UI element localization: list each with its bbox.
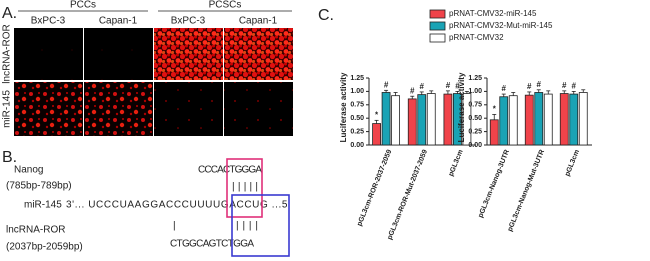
x-tick-label: pGL3cm [448, 149, 465, 178]
pink-box [226, 158, 263, 218]
base-pairs: | | | | | [232, 182, 258, 193]
column-label: Capan-1 [99, 16, 138, 27]
bar [391, 95, 400, 146]
y-axis-label: Luciferase activity [457, 72, 466, 142]
panel-label: C. [318, 7, 334, 24]
significance-mark: # [384, 80, 389, 89]
y-tick-label: 1.25 [468, 75, 482, 82]
sequence: CTGGCAGTCTGGA [170, 239, 254, 250]
blue-box [231, 194, 290, 257]
y-tick-label: 1.00 [350, 88, 364, 95]
bar [381, 92, 391, 146]
y-tick-label: 1.25 [350, 75, 364, 82]
bar [499, 96, 509, 146]
micrograph [84, 28, 153, 80]
panel-b: B. Nanog (785bp-789bp) CCCACTGGGA | | | … [2, 149, 290, 257]
legend-label: pRNAT-CMV32-Mut-miR-145 [449, 21, 553, 30]
bar [578, 92, 588, 146]
legend-label: pRNAT-CMV32 [449, 33, 504, 42]
group-label: PCSCs [209, 0, 242, 11]
micrograph [224, 28, 293, 80]
significance-mark: # [420, 82, 425, 91]
gene-range: (2037bp-2059bp) [6, 242, 83, 253]
panel-label: A. [2, 5, 17, 22]
bar [426, 93, 436, 146]
bar [534, 92, 544, 146]
gene-name: lncRNA-ROR [6, 225, 65, 236]
legend-swatch [429, 9, 446, 19]
panel-label: B. [2, 149, 17, 166]
bar [417, 94, 427, 146]
significance-mark: # [502, 84, 507, 93]
group-label: PCCs [70, 0, 96, 11]
significance-mark: # [527, 82, 532, 91]
panel-a: A. PCCs PCSCs BxPC-3 Capan-1 BxPC-3 Capa… [2, 0, 293, 136]
row-label: lncRNA-ROR [2, 24, 13, 83]
bar [443, 93, 453, 146]
bar [569, 93, 579, 146]
significance-mark: # [537, 80, 542, 89]
micrograph [14, 28, 83, 80]
micrograph [14, 82, 83, 136]
x-tick-label: pGL3cm-Nanog-3UTR [477, 149, 511, 219]
micrograph [154, 28, 223, 80]
base-pairs: | | | | [236, 221, 258, 232]
column-label: BxPC-3 [31, 16, 66, 27]
significance-mark: # [562, 81, 567, 90]
micrograph [84, 82, 153, 136]
significance-mark: * [493, 105, 497, 114]
bar [559, 93, 569, 146]
bar [543, 93, 553, 146]
y-tick-label: 1.00 [468, 88, 482, 95]
significance-mark: # [446, 81, 451, 90]
sequence: 3'... UCCCUAAGGACCCUUUUGACCUG ...5' [66, 200, 290, 211]
bar [508, 95, 518, 146]
column-label: BxPC-3 [171, 16, 206, 27]
y-tick-label: 0.25 [350, 128, 364, 135]
x-tick-label: pGL3cm-ROR-Mut-2037-2059 [386, 149, 429, 241]
significance-mark: # [410, 86, 415, 95]
row-label: miR-145 [2, 90, 13, 128]
legend: pRNAT-CMV32-miR-145 pRNAT-CMV32-Mut-miR-1… [429, 9, 553, 43]
micrograph [224, 82, 293, 136]
y-tick-label: 0.00 [468, 142, 482, 149]
micrograph [154, 82, 223, 136]
column-label: Capan-1 [239, 16, 278, 27]
gene-name: Nanog [14, 165, 43, 176]
y-tick-label: 0.00 [350, 142, 364, 149]
significance-mark: * [375, 110, 379, 119]
gene-name: miR-145 [24, 200, 62, 211]
legend-swatch [429, 33, 446, 43]
gene-range: (785bp-789bp) [6, 181, 72, 192]
legend-label: pRNAT-CMV32-miR-145 [449, 9, 537, 18]
y-tick-label: 0.50 [350, 115, 364, 122]
x-tick-label: pGL3cm-ROR-2037-2059 [356, 149, 393, 227]
y-axis-label: Luciferase activity [339, 72, 348, 142]
base-pairs: | [173, 221, 176, 232]
bar [524, 94, 534, 146]
x-tick-label: pGL3cm-Nanog-Mut-3UTR [507, 149, 546, 233]
sequence: CCCACTGGGA [198, 165, 262, 176]
x-tick-label: pGL3cm [564, 149, 581, 178]
bar [372, 123, 381, 146]
y-tick-label: 0.75 [350, 102, 364, 109]
bar [489, 119, 499, 146]
bar [407, 98, 417, 146]
y-tick-label: 0.50 [468, 115, 482, 122]
legend-swatch [429, 21, 446, 31]
y-tick-label: 0.25 [468, 128, 482, 135]
significance-mark: # [455, 82, 460, 91]
significance-mark: # [572, 82, 577, 91]
y-tick-label: 0.75 [468, 102, 482, 109]
